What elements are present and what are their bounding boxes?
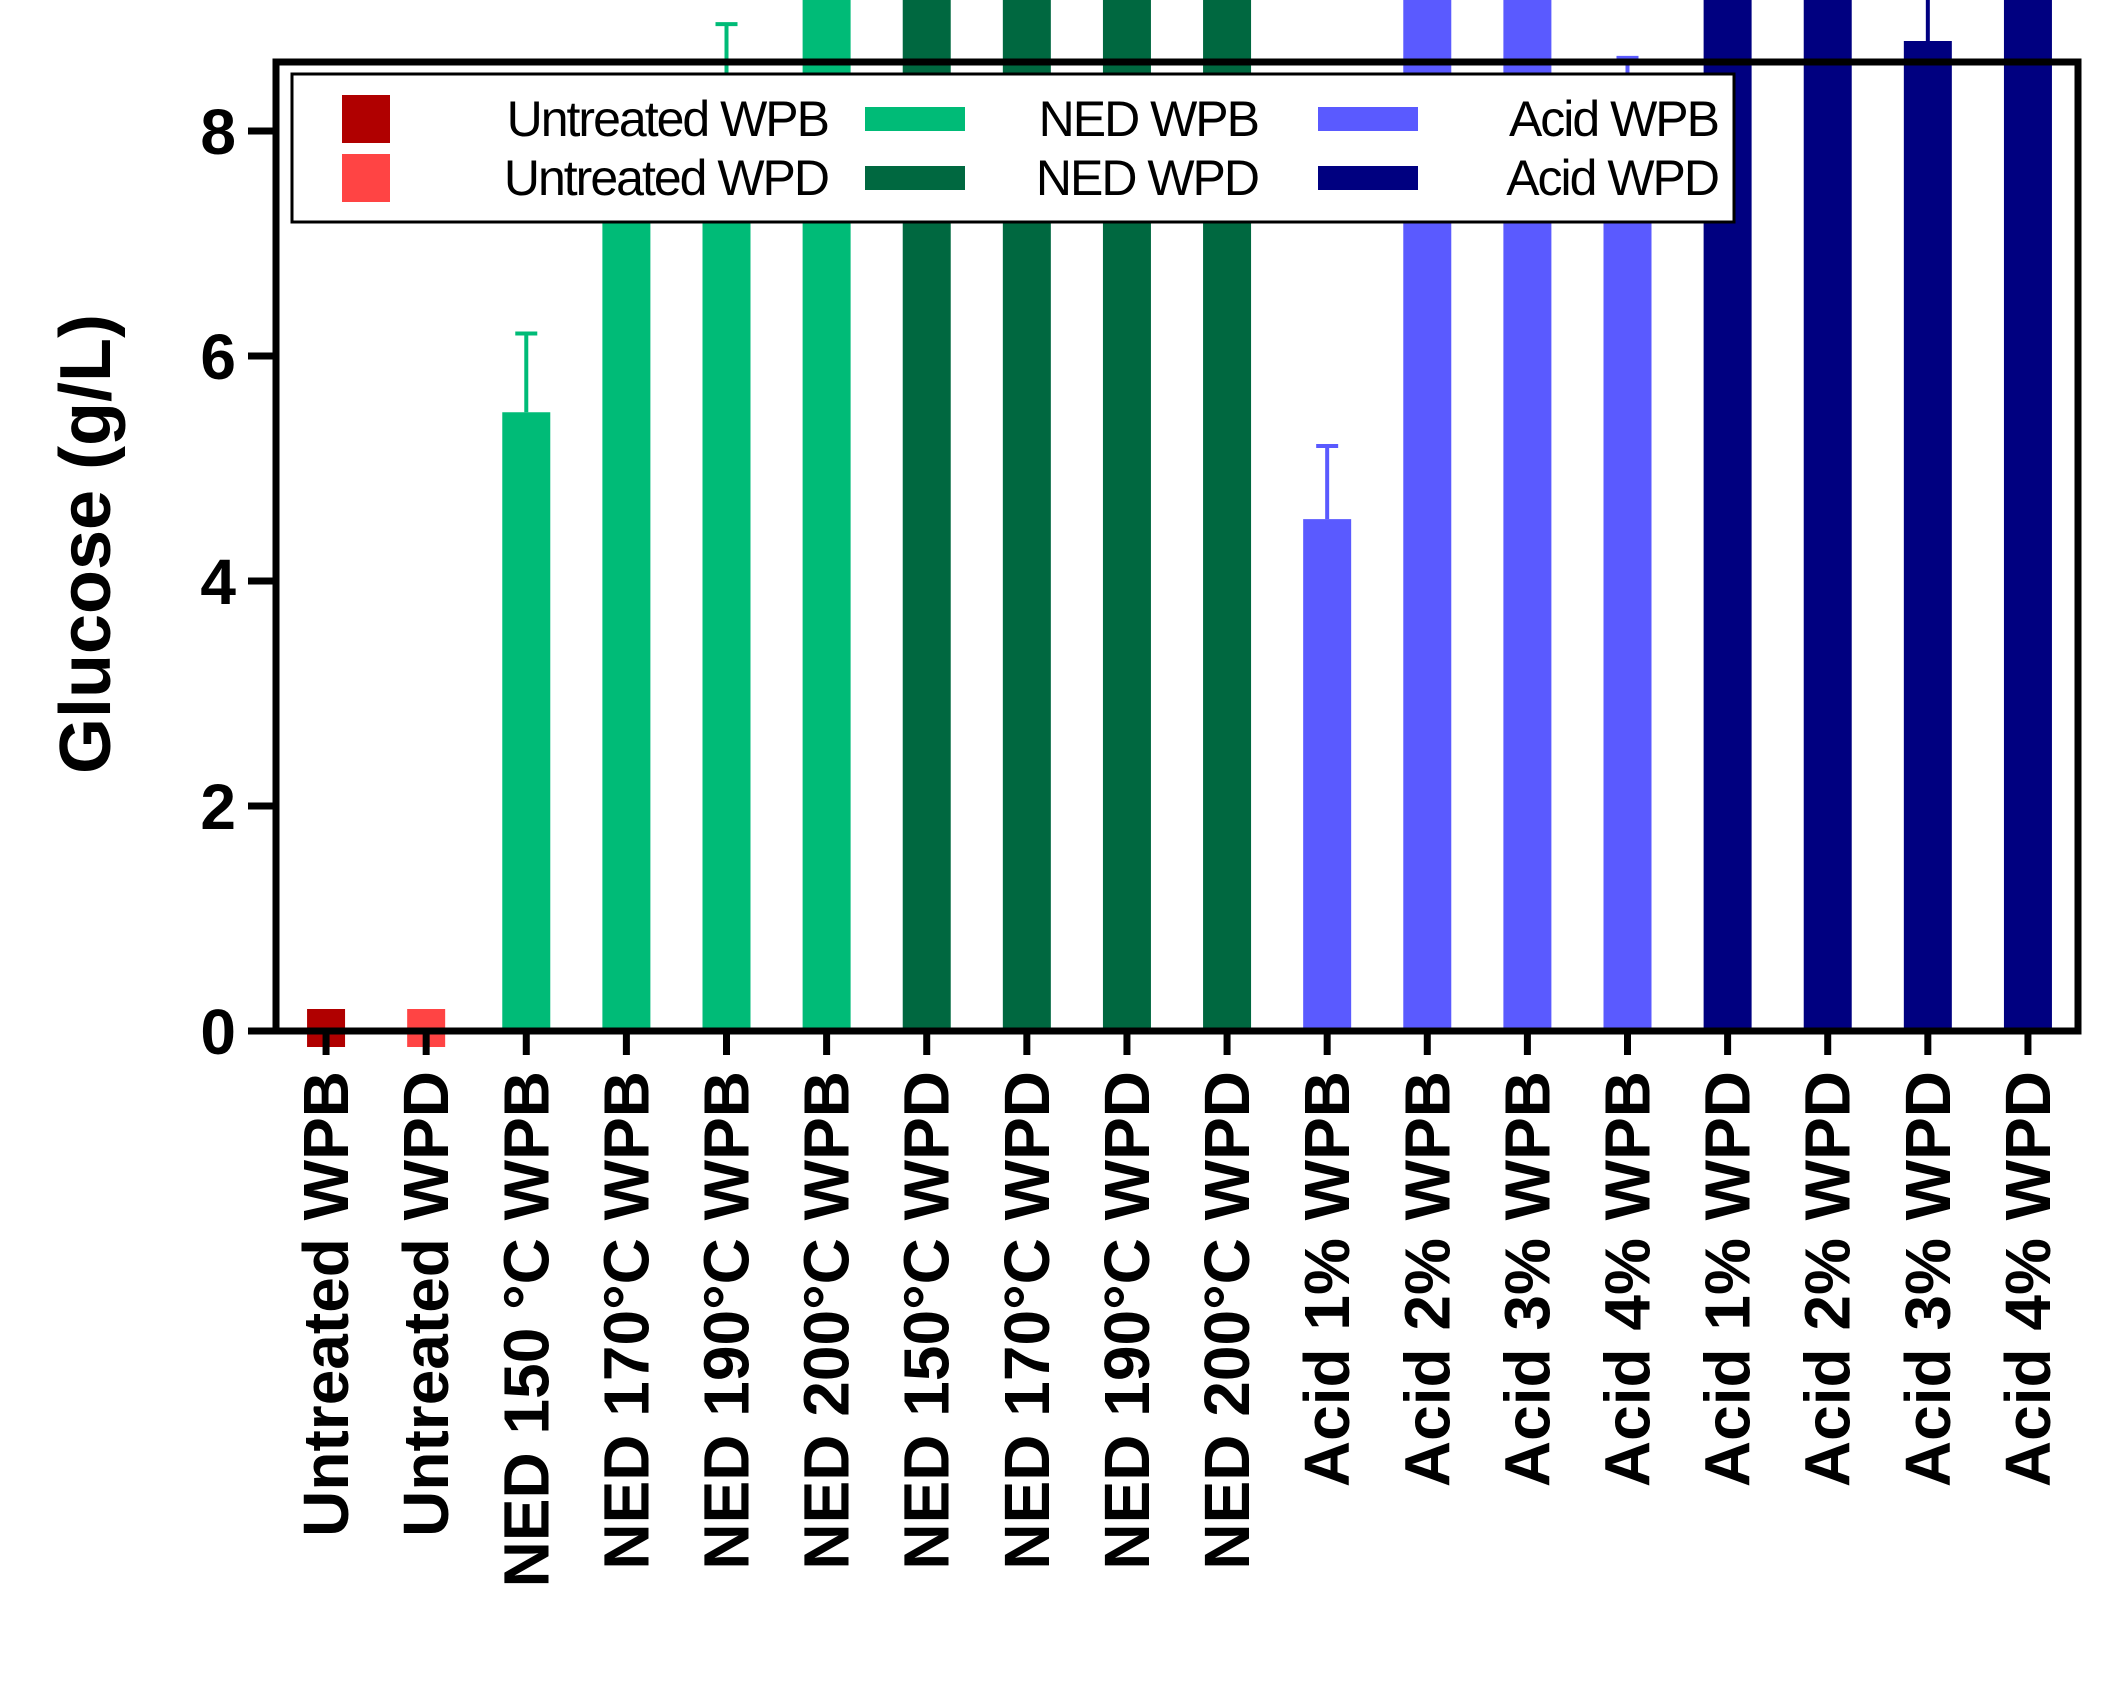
x-category-label: Acid 4% WPD [1992, 1071, 2064, 1487]
bar [1903, 41, 1952, 1031]
bar [1303, 519, 1352, 1031]
x-category-label: Acid 3% WPD [1892, 1071, 1964, 1487]
legend-label: Acid WPD [1506, 150, 1718, 206]
x-category-label: Acid 1% WPB [1291, 1071, 1363, 1487]
x-category-label: NED 150 °C WPB [490, 1071, 562, 1587]
y-axis: 0246810121416 [200, 96, 276, 1068]
legend-swatch [865, 107, 965, 131]
bar [1603, 97, 1652, 1031]
x-category-label: NED 170°C WPB [590, 1071, 662, 1570]
y-axis-label: Glucose (g/L) [46, 314, 126, 774]
x-category-label: NED 190°C WPB [691, 1071, 763, 1570]
x-category-label: NED 200°C WPD [1191, 1071, 1263, 1570]
x-category-label: Acid 1% WPD [1692, 1071, 1764, 1487]
legend-label: NED WPD [1036, 150, 1258, 206]
x-category-label: Acid 2% WPB [1391, 1071, 1463, 1487]
legend-label: NED WPB [1039, 91, 1258, 147]
error-bars [515, 0, 1930, 520]
y-tick-label: 0 [200, 996, 236, 1068]
x-category-label: Untreated WPD [390, 1071, 462, 1537]
bar [1803, 0, 1852, 1031]
bar [602, 147, 651, 1031]
bar [2003, 0, 2052, 1031]
bar [702, 74, 751, 1031]
y-tick-label: 4 [200, 546, 236, 618]
legend-swatch [865, 166, 965, 190]
bars [307, 0, 2052, 1047]
x-category-label: NED 170°C WPD [991, 1071, 1063, 1570]
x-category-label: NED 200°C WPB [791, 1071, 863, 1570]
x-category-label: Acid 2% WPD [1792, 1071, 1864, 1487]
x-category-label: NED 190°C WPD [1091, 1071, 1163, 1570]
bar [502, 412, 551, 1031]
plot-frame [272, 58, 2082, 1035]
legend-label: Acid WPB [1509, 91, 1718, 147]
x-category-label: NED 150°C WPD [891, 1071, 963, 1570]
y-tick-label: 6 [200, 321, 236, 393]
y-tick-label: 2 [200, 771, 236, 843]
legend-swatch [342, 154, 390, 202]
y-tick-label: 8 [200, 96, 236, 168]
legend-swatch [1318, 107, 1418, 131]
x-axis: Untreated WPB Untreated WPD NED 150 °C WPB… [290, 1031, 2064, 1587]
legend-swatch [1318, 166, 1418, 190]
legend-swatch [342, 95, 390, 143]
x-category-label: Acid 3% WPB [1491, 1071, 1563, 1487]
x-category-label: Acid 4% WPB [1592, 1071, 1664, 1487]
x-category-label: Untreated WPB [290, 1071, 362, 1537]
legend-label: Untreated WPD [504, 150, 828, 206]
legend-box [290, 72, 1736, 224]
legend-label: Untreated WPB [507, 91, 828, 147]
